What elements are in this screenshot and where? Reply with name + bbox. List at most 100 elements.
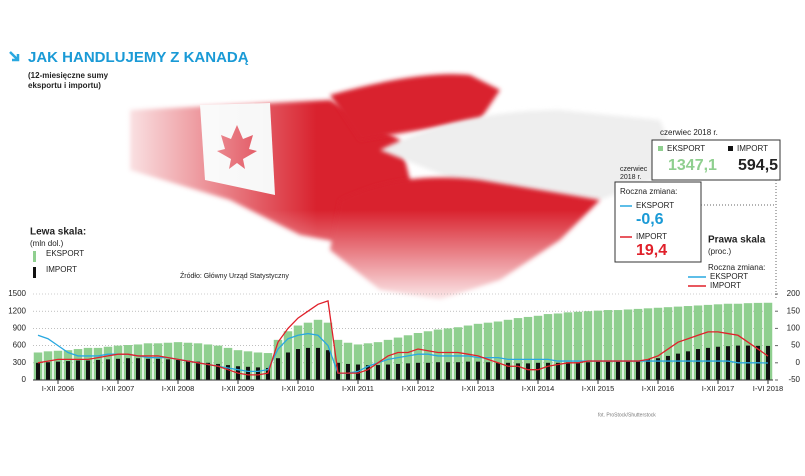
bar xyxy=(206,362,210,380)
bar xyxy=(76,360,80,380)
bar xyxy=(653,307,663,380)
bar xyxy=(713,304,723,380)
y-tick-label: 300 xyxy=(13,358,27,367)
bar xyxy=(213,345,223,380)
right-axis-unit: (proc.) xyxy=(708,247,731,256)
x-tick-label: I-XII 2007 xyxy=(102,384,135,393)
bar xyxy=(246,366,250,380)
bar xyxy=(343,342,353,380)
y2-tick-label: 0 xyxy=(796,358,801,367)
bar xyxy=(386,364,390,380)
bar xyxy=(553,313,563,380)
title-icon xyxy=(9,51,20,62)
callout-label: EKSPORT xyxy=(667,144,705,153)
bar xyxy=(366,365,370,380)
bar xyxy=(186,360,190,380)
bar xyxy=(613,310,623,380)
bar xyxy=(156,358,160,380)
bar xyxy=(493,321,503,380)
bar xyxy=(663,307,673,380)
bar xyxy=(576,362,580,380)
bar xyxy=(243,351,253,380)
bar xyxy=(606,361,610,380)
x-tick-label: I-XII 2014 xyxy=(522,384,555,393)
x-tick-label: I-XII 2012 xyxy=(402,384,435,393)
bar xyxy=(86,360,90,380)
chart-title: JAK HANDLUJEMY Z KANADĄ xyxy=(28,49,249,66)
bar xyxy=(596,361,600,380)
y2-tick-label: 50 xyxy=(791,341,800,350)
callout-title: Roczna zmiana: xyxy=(620,187,677,196)
subtitle: (12-miesięczne sumy xyxy=(28,71,109,80)
y2-tick-label: 200 xyxy=(787,289,801,298)
bar xyxy=(356,364,360,380)
bar xyxy=(116,358,120,380)
bar xyxy=(483,322,493,380)
bar xyxy=(406,363,410,380)
bar xyxy=(286,352,290,380)
left-axis-title: Lewa skala: xyxy=(30,227,86,238)
bar xyxy=(266,367,270,380)
line-series xyxy=(37,332,769,374)
callout-label: IMPORT xyxy=(737,144,768,153)
callout-value: 594,5 xyxy=(738,157,778,174)
x-tick-label: I-XII 2011 xyxy=(342,384,374,393)
bar xyxy=(276,358,280,380)
bar xyxy=(413,332,423,380)
bar xyxy=(423,331,433,380)
bar xyxy=(643,308,653,380)
x-tick-label: I-XII 2010 xyxy=(282,384,315,393)
bar xyxy=(256,367,260,380)
callout-value: 19,4 xyxy=(636,242,667,259)
bar xyxy=(296,349,300,380)
bar xyxy=(703,304,713,380)
bar xyxy=(683,306,693,380)
source: Źródło: Główny Urząd Statystyczny xyxy=(180,271,289,280)
bar xyxy=(543,314,553,380)
bar xyxy=(233,350,243,380)
bar xyxy=(56,361,60,380)
bar xyxy=(306,347,310,380)
bar xyxy=(433,329,443,380)
bar xyxy=(196,361,200,380)
x-tick-label: I-XII 2017 xyxy=(702,384,735,393)
bar xyxy=(556,362,560,380)
bar xyxy=(666,355,670,380)
bar xyxy=(633,308,643,380)
x-tick-label: I-VI 2018 xyxy=(753,384,783,393)
bar xyxy=(513,318,523,380)
bar xyxy=(586,362,590,380)
x-tick-label: I-XII 2006 xyxy=(42,384,75,393)
x-tick-label: I-XII 2016 xyxy=(642,384,675,393)
callout-value: -0,6 xyxy=(636,211,664,228)
bar xyxy=(753,302,763,380)
bar xyxy=(373,342,383,380)
bar xyxy=(523,316,533,380)
bar xyxy=(536,362,540,380)
legend-label: IMPORT xyxy=(46,265,77,274)
bar xyxy=(203,344,213,380)
y-tick-label: 0 xyxy=(22,375,27,384)
bar xyxy=(436,362,440,380)
legend-label: EKSPORT xyxy=(710,272,748,281)
bar xyxy=(476,361,480,380)
bar xyxy=(443,328,453,380)
bar xyxy=(693,305,703,380)
callout-date: czerwiec xyxy=(620,166,648,173)
callout-value: 1347,1 xyxy=(668,157,717,174)
bar xyxy=(96,359,100,380)
bar xyxy=(316,347,320,380)
bar xyxy=(593,310,603,380)
bar xyxy=(426,362,430,380)
bar xyxy=(416,362,420,380)
bar xyxy=(46,362,50,380)
bar xyxy=(733,303,743,380)
bar xyxy=(223,347,233,380)
bar xyxy=(623,309,633,380)
bar xyxy=(66,361,70,380)
bar xyxy=(726,346,730,380)
bar xyxy=(176,359,180,380)
bar xyxy=(353,344,363,380)
y-tick-label: 1200 xyxy=(8,306,26,315)
